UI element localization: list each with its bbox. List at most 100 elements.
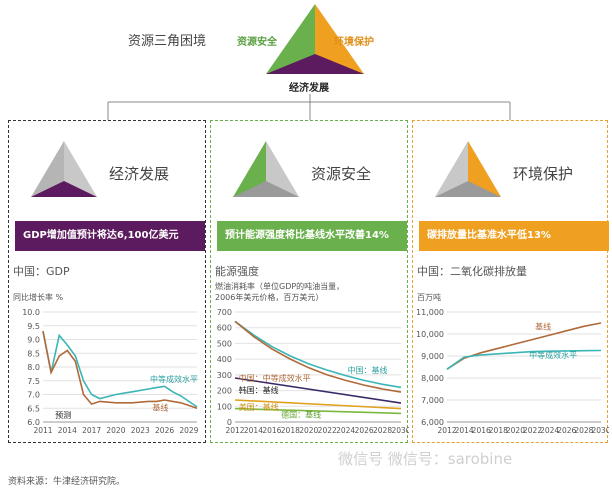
page-title: 资源三角困境 — [128, 34, 207, 49]
series-label-0: 中国：基线 — [348, 365, 388, 375]
panel-resources-title: 资源安全 — [311, 165, 372, 183]
watermark: 微信号 微信号：sarobine — [338, 450, 513, 468]
series-line-1 — [446, 349, 602, 370]
y-tick-label-5: 200 — [217, 387, 232, 396]
x-tick-label-9: 2030 — [391, 426, 409, 435]
y-tick-label-7: 6.5 — [27, 404, 40, 413]
x-tick-label-1: 2014 — [58, 426, 77, 435]
panel-economy-subtitle: 中国：GDP — [13, 265, 70, 278]
x-tick-label-8: 2028 — [574, 426, 593, 435]
panel-environment-subtitle: 中国：二氧化碳排放量 — [417, 265, 527, 278]
panel-resources: 资源安全 预计能源强度将比基线水平改善14% 能源强度 燃油消耗率（单位GDP的… — [210, 120, 409, 443]
source-note: 资料来源：牛津经济研究院。 — [8, 477, 126, 487]
series-label-3: 美国：基线 — [239, 402, 279, 412]
y-tick-label-6: 7.0 — [27, 391, 40, 400]
co2-emissions-chart: 11,000 10,000 9,000 8,000 7,000 6,00020122014… — [416, 308, 609, 435]
x-tick-label-3: 2018 — [281, 426, 300, 435]
series-line-1 — [234, 320, 402, 393]
y-tick-label-4: 7,000 — [421, 396, 444, 405]
panel-resources-ylabel-2: 2006年美元价格，百万美元） — [215, 293, 324, 302]
x-tick-label-7: 2026 — [355, 426, 374, 435]
series-label-1: 基线 — [152, 402, 168, 412]
x-tick-label-1: 2014 — [244, 426, 263, 435]
tri-right-label: 环境保护 — [334, 37, 374, 48]
panel-resources-subtitle: 能源强度 — [215, 265, 259, 278]
x-tick-label-0: 2011 — [33, 426, 52, 435]
x-tick-label-8: 2028 — [373, 426, 392, 435]
x-tick-label-7: 2026 — [557, 426, 576, 435]
panel-economy-triangle-icon — [31, 141, 97, 197]
x-tick-label-9: 2030 — [591, 426, 609, 435]
panel-environment-triangle-icon — [435, 141, 501, 197]
x-tick-label-6: 2029 — [179, 426, 198, 435]
y-tick-label-3: 400 — [217, 355, 232, 364]
panel-economy-banner: GDP增加值预计将达6,100亿美元 — [15, 221, 205, 251]
panel-economy: 经济发展 GDP增加值预计将达6,100亿美元 中国：GDP 同比增长率 % 1… — [8, 120, 206, 443]
series-label-0: 基线 — [535, 322, 551, 332]
panel-resources-banner: 预计能源强度将比基线水平改善14% — [217, 221, 407, 251]
y-tick-label-1: 600 — [217, 324, 232, 333]
series-line-1 — [42, 331, 198, 410]
series-line-3 — [234, 399, 402, 410]
y-tick-label-0: 700 — [217, 308, 232, 317]
panel-economy-ylabel: 同比增长率 % — [13, 293, 64, 302]
series-label-4: 德国：基线 — [281, 410, 321, 420]
y-tick-label-3: 8,000 — [421, 374, 444, 383]
y-tick-label-8: 6.0 — [27, 418, 40, 427]
x-tick-label-0: 2012 — [437, 426, 456, 435]
series-line-4 — [234, 407, 402, 415]
series-line-0 — [42, 331, 198, 408]
y-tick-label-2: 9,000 — [421, 352, 444, 361]
forecast-annotation: 预测 — [55, 410, 71, 420]
y-tick-label-2: 9.0 — [27, 336, 40, 345]
tri-left-face — [266, 4, 315, 74]
x-tick-label-2: 2016 — [262, 426, 281, 435]
y-tick-label-3: 8.5 — [27, 349, 40, 358]
panel-environment-title: 环境保护 — [513, 165, 574, 183]
series-line-0 — [234, 320, 402, 389]
series-label-1: 中等成效水平 — [529, 350, 577, 360]
x-tick-label-0: 2012 — [225, 426, 244, 435]
y-tick-label-1: 9.5 — [27, 322, 40, 331]
series-line-2 — [234, 377, 402, 404]
resource-triangle-icon — [266, 4, 364, 74]
tri-bottom-label: 经济发展 — [289, 83, 329, 94]
tri-bottom-face — [266, 54, 364, 74]
y-tick-label-2: 500 — [217, 339, 232, 348]
panel-environment: 环境保护 碳排放量比基准水平低13% 中国：二氧化碳排放量 百万吨 11,000… — [412, 120, 609, 443]
x-tick-label-3: 2020 — [106, 426, 125, 435]
panel-environment-banner: 碳排放量比基准水平低13% — [419, 221, 609, 251]
series-label-2: 韩国：基线 — [239, 385, 279, 395]
series-label-0: 中等成效水平 — [150, 374, 198, 384]
y-tick-label-7: 0 — [227, 418, 232, 427]
y-tick-label-5: 7.5 — [27, 377, 40, 386]
panel-resources-ylabel-1: 燃油消耗率（单位GDP的吨油当量， — [215, 282, 345, 291]
connector-lines — [107, 94, 511, 120]
y-tick-label-4: 8.0 — [27, 363, 40, 372]
tri-right-face — [315, 4, 364, 74]
series-label-1: 中国：中等成效水平 — [239, 373, 311, 383]
panel-economy-title: 经济发展 — [109, 165, 170, 183]
x-tick-label-4: 2020 — [506, 426, 525, 435]
y-tick-label-4: 300 — [217, 371, 232, 380]
x-tick-label-6: 2024 — [540, 426, 559, 435]
y-tick-label-6: 100 — [217, 402, 232, 411]
panel-environment-ylabel: 百万吨 — [417, 293, 441, 302]
x-tick-label-4: 2020 — [299, 426, 318, 435]
series-line-0 — [446, 322, 602, 370]
y-tick-label-0: 10.0 — [22, 308, 40, 317]
x-tick-label-3: 2018 — [489, 426, 508, 435]
y-tick-label-1: 10,000 — [416, 330, 444, 339]
y-tick-label-5: 6,000 — [421, 418, 444, 427]
y-tick-label-0: 11,000 — [416, 308, 444, 317]
x-tick-label-5: 2026 — [155, 426, 174, 435]
x-tick-label-2: 2017 — [82, 426, 101, 435]
x-tick-label-4: 2023 — [131, 426, 150, 435]
x-tick-label-5: 2022 — [318, 426, 337, 435]
x-tick-label-6: 2024 — [336, 426, 355, 435]
tri-left-label: 资源安全 — [237, 37, 277, 48]
x-tick-label-2: 2016 — [472, 426, 491, 435]
x-tick-label-1: 2014 — [455, 426, 474, 435]
